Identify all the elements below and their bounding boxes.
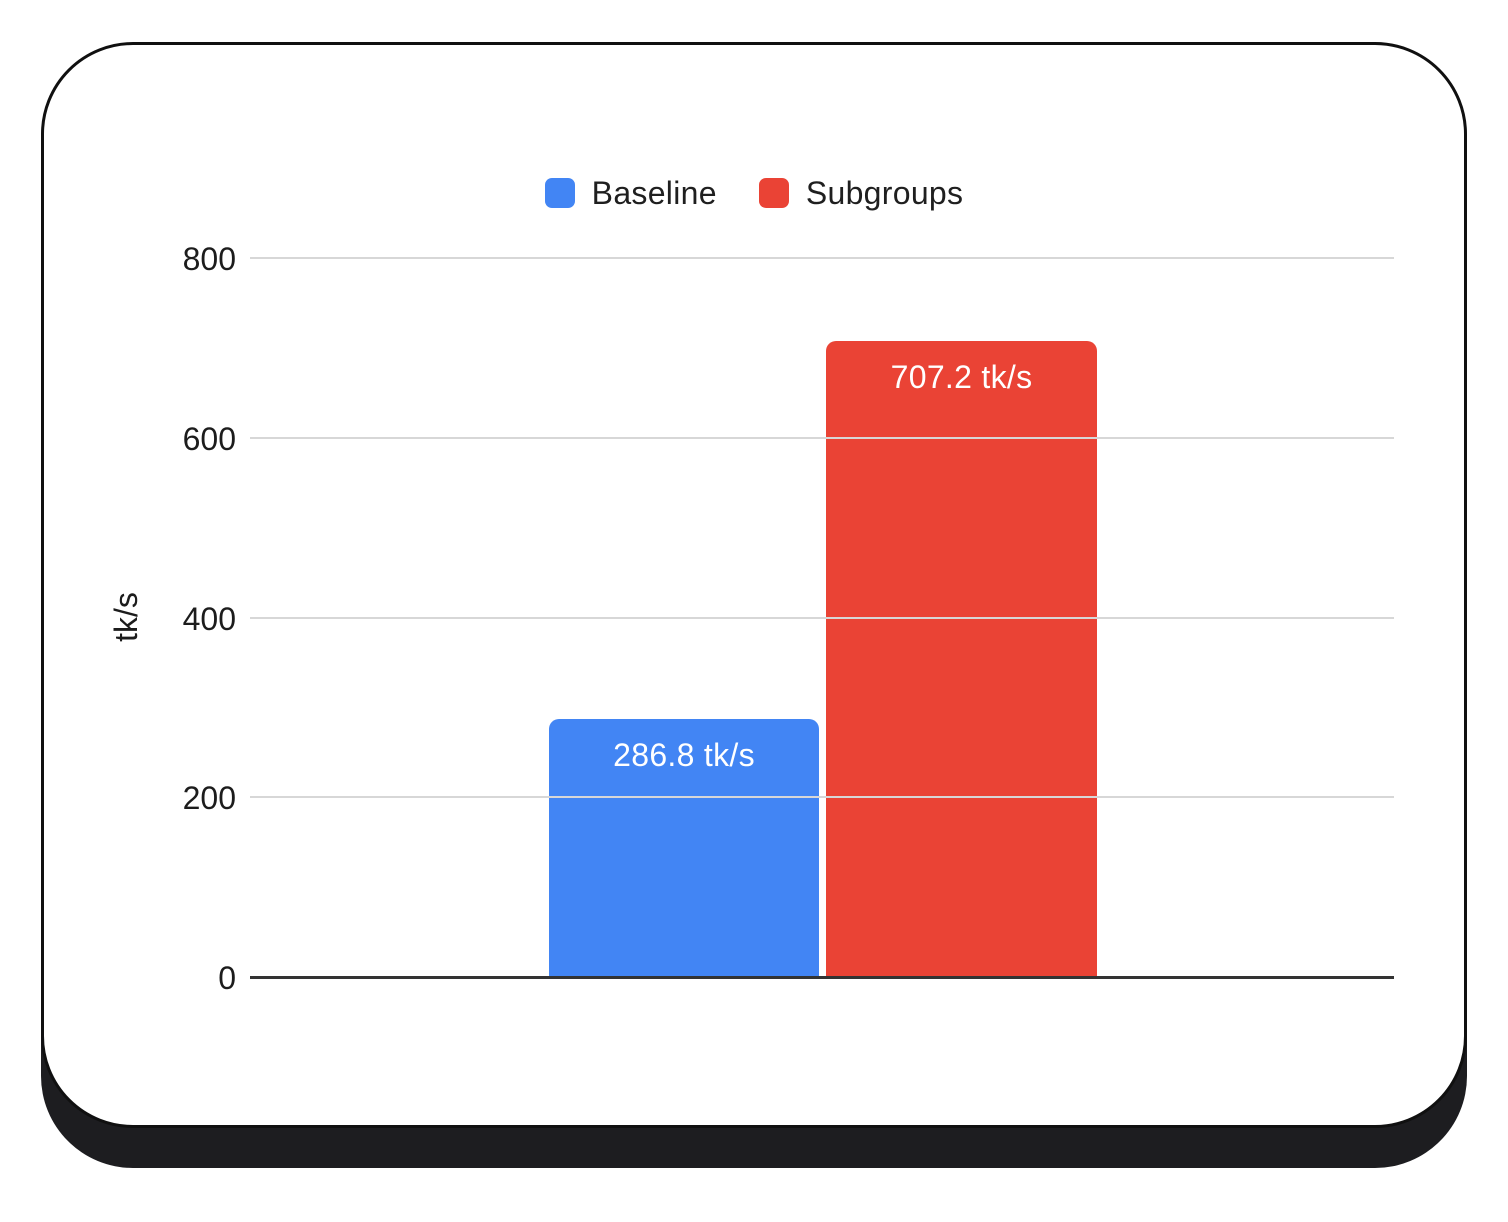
y-tick-label: 800 — [182, 241, 236, 277]
y-tick-label: 0 — [218, 960, 236, 996]
bar-value-label-subgroups: 707.2 tk/s — [890, 359, 1033, 396]
gridline — [250, 616, 1394, 619]
chart-legend: Baseline Subgroups — [0, 177, 1508, 209]
legend-swatch-baseline-icon — [544, 178, 575, 208]
legend-item-baseline: Baseline — [544, 175, 717, 211]
x-axis-baseline — [250, 976, 1394, 979]
y-tick-label: 600 — [182, 420, 236, 457]
bar-value-label-baseline: 286.8 tk/s — [613, 737, 755, 774]
gridline — [250, 257, 1394, 259]
legend-item-subgroups: Subgroups — [758, 175, 964, 211]
y-tick-label: 400 — [182, 600, 236, 637]
y-tick-label: 200 — [182, 780, 236, 817]
legend-swatch-subgroups-icon — [758, 178, 789, 208]
bar-subgroups: 707.2 tk/s — [826, 341, 1097, 977]
gridline — [250, 436, 1394, 439]
gridline — [250, 796, 1394, 799]
y-axis-title: tk/s — [108, 592, 144, 642]
bar-baseline: 286.8 tk/s — [549, 719, 819, 977]
legend-label-baseline: Baseline — [591, 175, 717, 211]
legend-label-subgroups: Subgroups — [805, 175, 964, 211]
